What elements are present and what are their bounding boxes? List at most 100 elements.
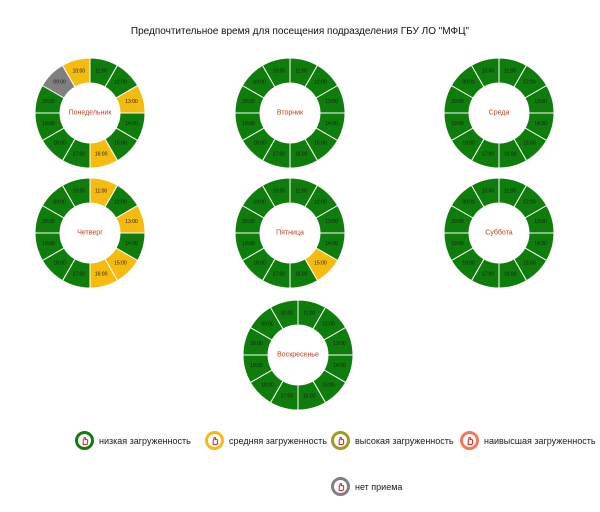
hour-label: 11:00 — [504, 68, 516, 74]
legend-item-high: высокая загруженность — [331, 431, 454, 450]
hour-label: 15:00 — [523, 260, 536, 266]
donut-segment — [61, 177, 91, 208]
hour-label: 18:00 — [253, 140, 266, 146]
hand-icon — [331, 431, 350, 450]
donut-segment — [261, 177, 291, 208]
hour-label: 14:00 — [534, 241, 547, 247]
hour-label: 10:00 — [73, 68, 86, 74]
legend-label: наивысшая загруженность — [484, 435, 596, 446]
hour-label: 09:00 — [253, 200, 266, 206]
hour-label: 19:00 — [42, 121, 55, 127]
donut-chart: 11:00 12:00 13:00 14:00 15:00 16:00 17:00 18:00… — [443, 57, 555, 169]
hour-label: 15:00 — [114, 140, 127, 146]
hour-label: 11:00 — [95, 68, 107, 74]
donut-chart: 11:00 12:00 13:00 14:00 15:00 16:00 17:00 18:00… — [234, 177, 346, 289]
hour-label: 17:00 — [273, 152, 286, 158]
hour-label: 14:00 — [534, 121, 547, 127]
hour-label: 09:00 — [253, 80, 266, 86]
hour-label: 17:00 — [273, 272, 286, 278]
hour-label: 20:00 — [451, 219, 464, 225]
hour-label: 13:00 — [325, 219, 338, 225]
hour-label: 14:00 — [333, 363, 346, 369]
hour-label: 16:00 — [303, 394, 316, 400]
hour-label: 14:00 — [125, 121, 138, 127]
hour-label: 17:00 — [482, 272, 495, 278]
hour-label: 19:00 — [451, 121, 464, 127]
hand-icon — [331, 477, 350, 496]
hour-label: 12:00 — [114, 200, 127, 206]
hour-label: 13:00 — [333, 341, 346, 347]
hour-label: 09:00 — [462, 200, 475, 206]
hour-label: 15:00 — [314, 260, 327, 266]
donut-chart: 11:00 12:00 13:00 14:00 15:00 16:00 17:00 18:00… — [242, 299, 354, 411]
hour-label: 20:00 — [242, 219, 255, 225]
hour-label: 12:00 — [523, 80, 536, 86]
page-title: Предпочтительное время для посещения под… — [130, 26, 470, 37]
legend-item-highest: наивысшая загруженность — [460, 431, 596, 450]
hour-label: 20:00 — [42, 219, 55, 225]
hour-label: 10:00 — [273, 188, 286, 194]
hour-label: 10:00 — [281, 310, 294, 316]
hour-label: 13:00 — [534, 219, 547, 225]
donut-chart: 11:00 12:00 13:00 14:00 15:00 16:00 17:00 18:00… — [34, 57, 146, 169]
legend-item-medium: средняя загруженность — [205, 431, 327, 450]
hour-label: 16:00 — [504, 152, 517, 158]
donut-chart: 11:00 12:00 13:00 14:00 15:00 16:00 17:00 18:00… — [234, 57, 346, 169]
hour-label: 13:00 — [125, 99, 138, 105]
legend-label: высокая загруженность — [355, 435, 454, 446]
legend-item-low: низкая загруженность — [75, 431, 191, 450]
hour-label: 18:00 — [462, 260, 475, 266]
hour-label: 11:00 — [95, 188, 107, 194]
hour-label: 19:00 — [242, 121, 255, 127]
hour-label: 19:00 — [250, 363, 263, 369]
hand-icon — [460, 431, 479, 450]
hour-label: 12:00 — [114, 80, 127, 86]
hour-label: 18:00 — [53, 260, 66, 266]
hour-label: 20:00 — [250, 341, 263, 347]
hour-label: 13:00 — [534, 99, 547, 105]
hour-label: 16:00 — [95, 272, 108, 278]
legend-label: нет приема — [355, 481, 403, 492]
hour-label: 20:00 — [451, 99, 464, 105]
hour-label: 18:00 — [53, 140, 66, 146]
day-label: Суббота — [485, 229, 513, 237]
hour-label: 20:00 — [42, 99, 55, 105]
donut-segment — [470, 177, 500, 208]
hour-label: 16:00 — [295, 272, 308, 278]
day-label: Воскресенье — [277, 352, 319, 359]
day-label: Пятница — [276, 230, 304, 237]
day-label: Вторник — [277, 110, 304, 117]
hour-label: 11:00 — [295, 68, 307, 74]
hour-label: 12:00 — [322, 322, 335, 328]
hour-label: 16:00 — [295, 152, 308, 158]
hour-label: 20:00 — [242, 99, 255, 105]
hour-label: 19:00 — [42, 241, 55, 247]
donut-segment — [470, 57, 500, 88]
day-label: Понедельник — [69, 110, 113, 117]
hour-label: 09:00 — [462, 80, 475, 86]
legend-item-closed: нет приема — [331, 477, 402, 496]
hour-label: 13:00 — [125, 219, 138, 225]
hour-label: 12:00 — [523, 200, 536, 206]
day-label: Четверг — [77, 230, 103, 237]
hour-label: 11:00 — [295, 188, 307, 194]
hour-label: 14:00 — [325, 121, 338, 127]
hour-label: 18:00 — [462, 140, 475, 146]
hour-label: 16:00 — [504, 272, 517, 278]
donut-chart: 11:00 12:00 13:00 14:00 15:00 16:00 17:00 18:00… — [34, 177, 146, 289]
hour-label: 15:00 — [114, 260, 127, 266]
hour-label: 10:00 — [273, 68, 286, 74]
legend-label: средняя загруженность — [229, 435, 327, 446]
hour-label: 09:00 — [53, 200, 66, 206]
hour-label: 10:00 — [482, 188, 495, 194]
donut-segment — [261, 57, 291, 88]
hour-label: 17:00 — [482, 152, 495, 158]
hour-label: 17:00 — [73, 152, 86, 158]
hour-label: 18:00 — [261, 382, 274, 388]
hour-label: 15:00 — [523, 140, 536, 146]
donut-chart: 11:00 12:00 13:00 14:00 15:00 16:00 17:00 18:00… — [443, 177, 555, 289]
hour-label: 16:00 — [95, 152, 108, 158]
hour-label: 09:00 — [261, 322, 274, 328]
hour-label: 12:00 — [314, 80, 327, 86]
hour-label: 17:00 — [281, 394, 294, 400]
